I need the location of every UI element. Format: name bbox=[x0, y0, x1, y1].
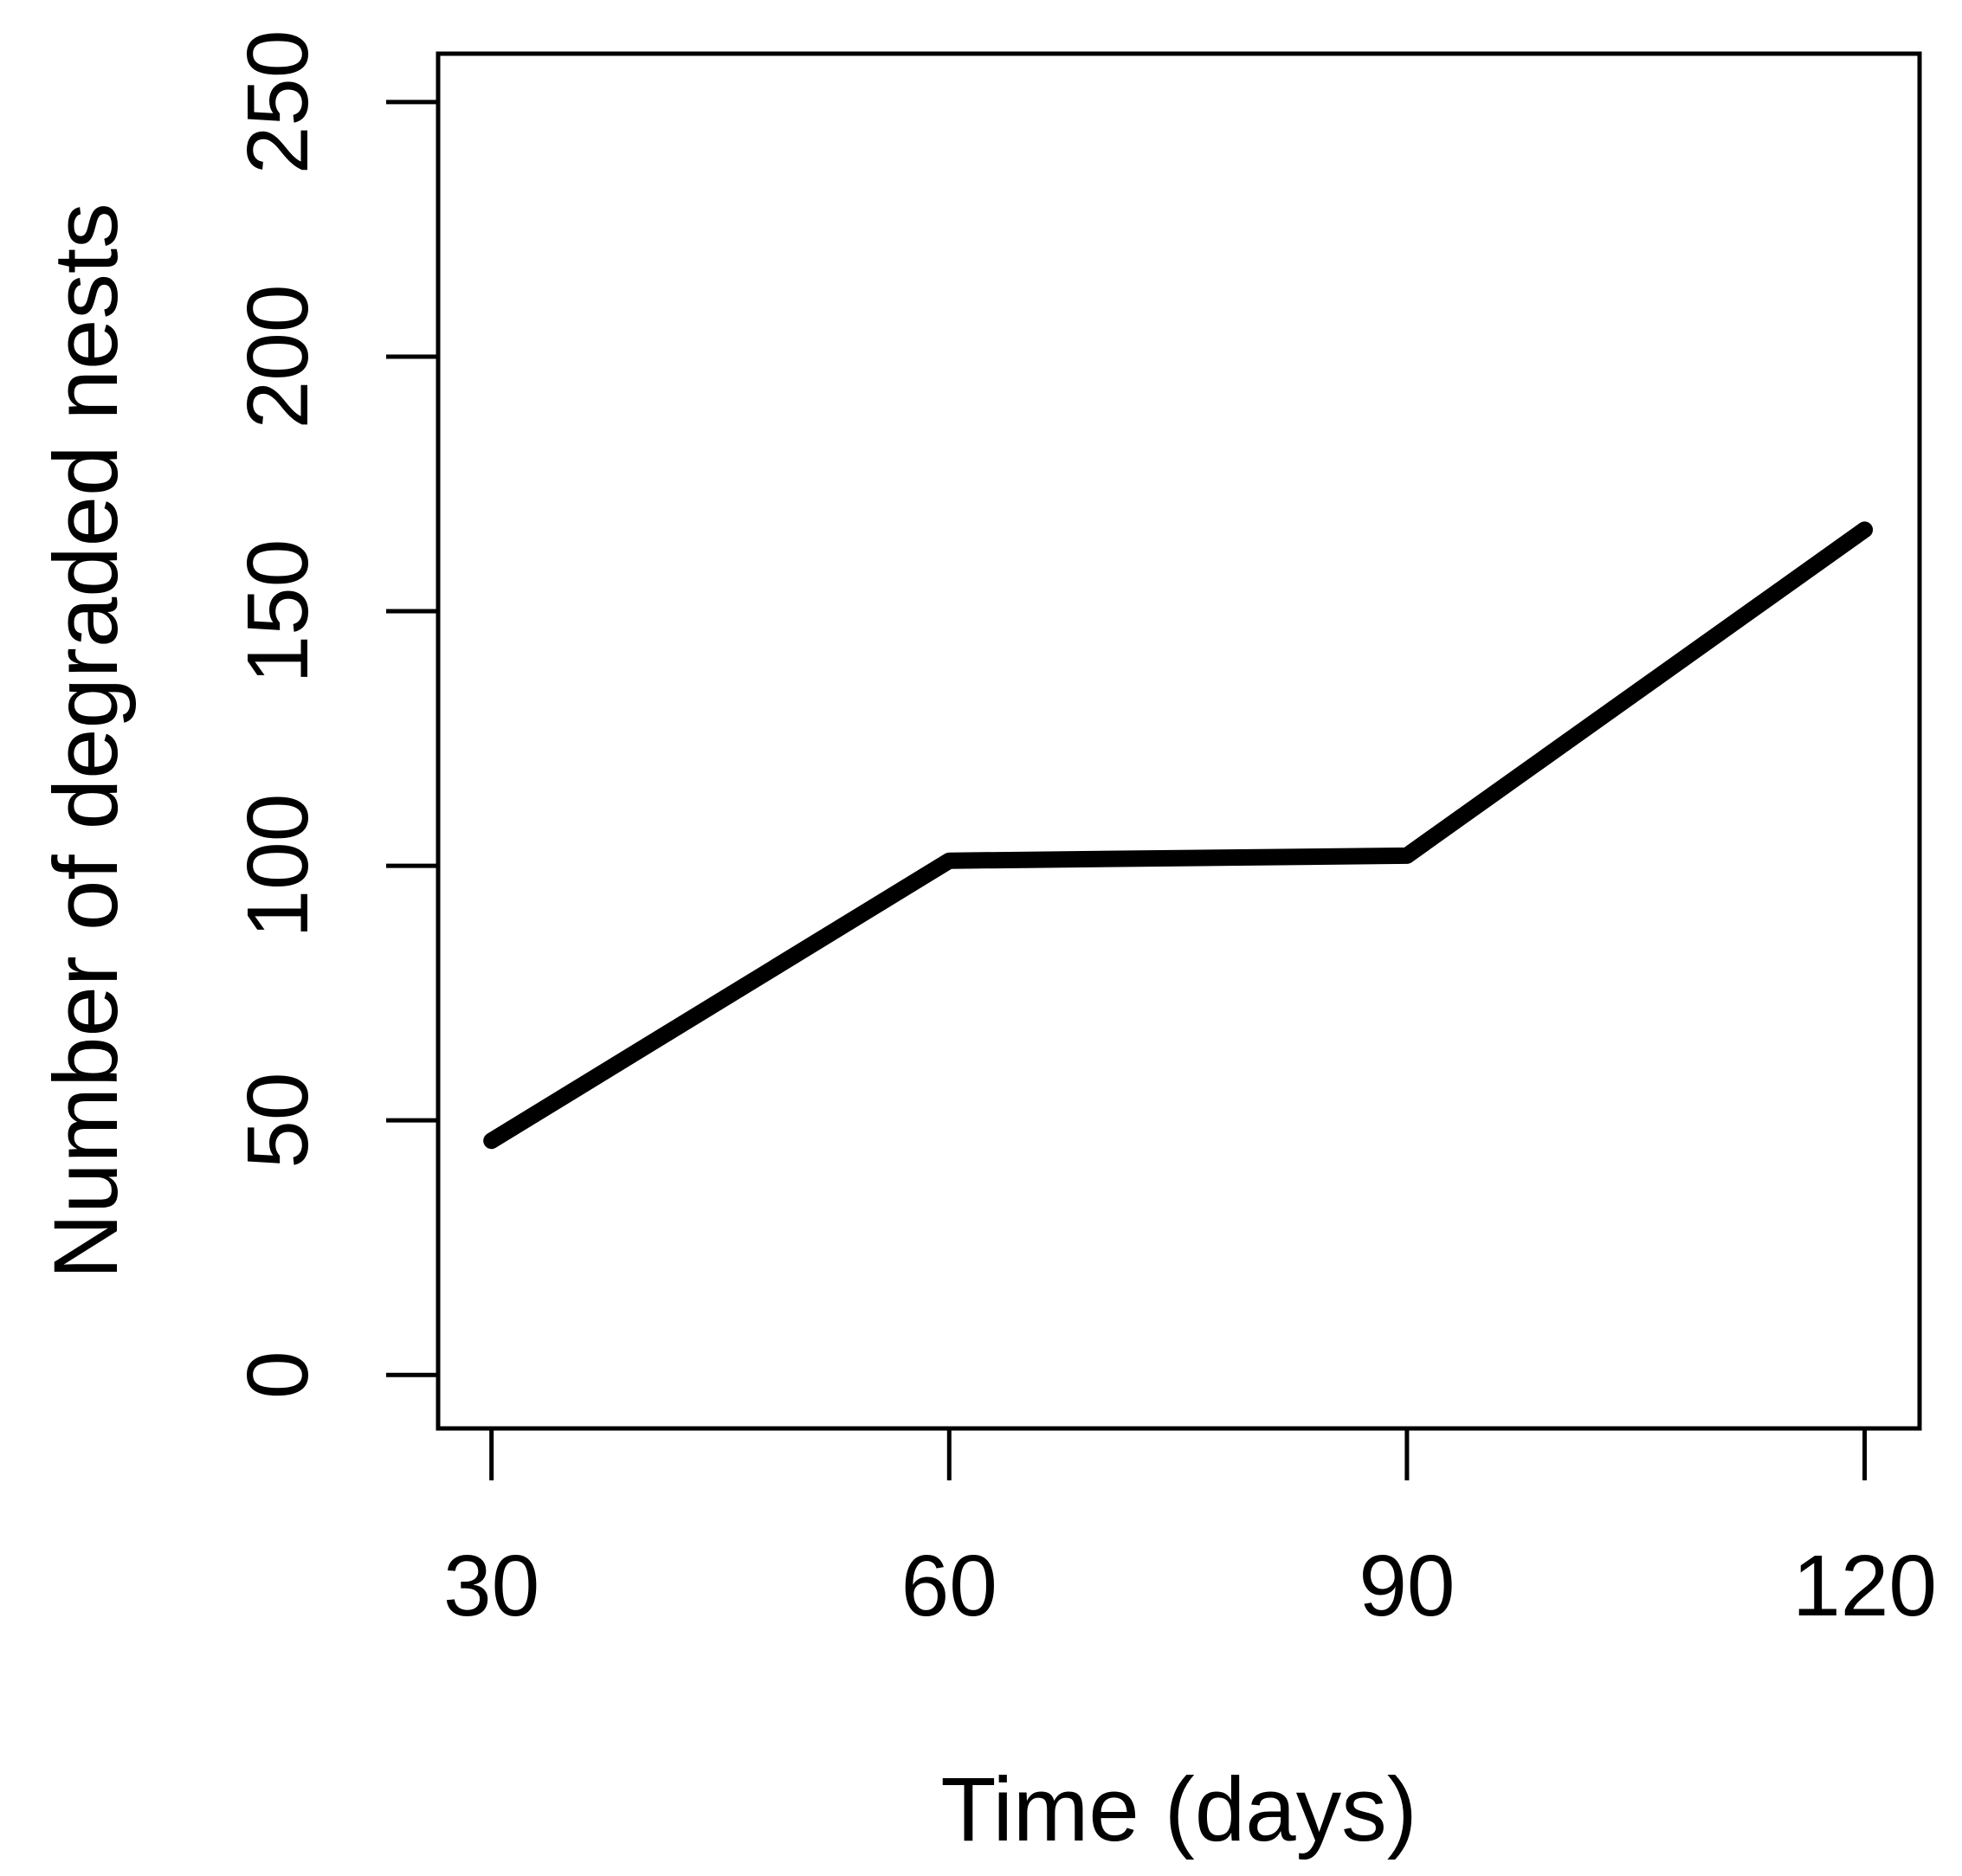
y-tick-label: 100 bbox=[229, 794, 326, 938]
data-line-degraded-nests bbox=[483, 521, 1874, 1150]
y-tick-label: 50 bbox=[229, 1073, 326, 1169]
plot-border-box bbox=[436, 51, 1922, 1431]
y-tick-label: 150 bbox=[229, 539, 326, 684]
x-tick-label: 120 bbox=[1792, 1538, 1937, 1634]
x-tick-label: 30 bbox=[443, 1538, 539, 1634]
y-tick-label: 250 bbox=[229, 29, 326, 174]
y-tick-label: 0 bbox=[229, 1351, 326, 1399]
x-tick-label: 60 bbox=[901, 1538, 997, 1634]
y-tick-label: 200 bbox=[229, 285, 326, 429]
x-tick-label: 90 bbox=[1359, 1538, 1455, 1634]
x-axis-title: Time (days) bbox=[940, 1759, 1417, 1860]
y-axis-title: Number of degraded nests bbox=[35, 203, 137, 1279]
